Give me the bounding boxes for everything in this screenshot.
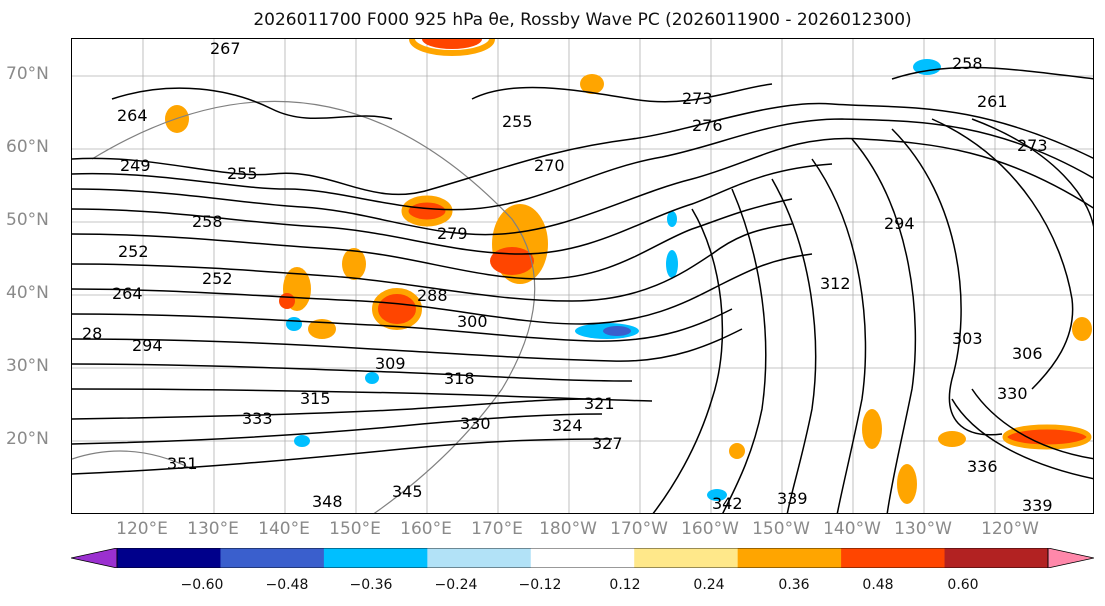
contour-label: 273 (1017, 136, 1048, 155)
contour-label: 339 (777, 489, 808, 508)
colorbar-segment (117, 548, 221, 568)
contour-label: 330 (997, 384, 1028, 403)
colorbar-segment (323, 548, 428, 568)
colorbar (71, 548, 1094, 568)
lat-label-70n: 70°N (6, 64, 49, 84)
contour-label: 270 (534, 156, 565, 175)
contour-label: 273 (682, 89, 713, 108)
colorbar-segment (530, 548, 635, 568)
lat-label-60n: 60°N (6, 137, 49, 157)
colorbar-segment (634, 548, 739, 568)
contour-label: 324 (552, 416, 583, 435)
contour-label: 249 (120, 156, 151, 175)
colorbar-tick-label: 0.24 (693, 577, 725, 593)
contour-label: 342 (712, 494, 743, 513)
map-panel[interactable]: 267 264 249 252 255 258 252 264 28 294 2… (71, 38, 1094, 514)
colorbar-segment (841, 548, 946, 568)
contour-label: 303 (952, 329, 983, 348)
contour-label: 348 (312, 492, 343, 511)
colorbar-tick-label: −0.36 (349, 577, 393, 593)
map-canvas: 267 264 249 252 255 258 252 264 28 294 2… (72, 39, 1093, 514)
contour-label: 312 (820, 274, 851, 293)
contour-label: 267 (210, 39, 241, 58)
lat-label-40n: 40°N (6, 283, 49, 303)
contour-label: 258 (952, 54, 983, 73)
map-title: 2026011700 F000 925 hPa θe, Rossby Wave … (253, 10, 912, 30)
lon-label: 150°E (329, 519, 381, 539)
colorbar-tick-label: −0.24 (434, 577, 478, 593)
contour-label: 339 (1022, 496, 1053, 514)
contour-label: 351 (167, 454, 198, 473)
colorbar-tick-label: 0.12 (609, 577, 641, 593)
contour-label: 309 (375, 354, 406, 373)
colorbar-tick-label: −0.12 (518, 577, 562, 593)
contour-label: 306 (1012, 344, 1043, 363)
contour-label: 288 (417, 286, 448, 305)
contour-label: 330 (460, 414, 491, 433)
colorbar-extend-low (71, 548, 118, 568)
colorbar-segment (944, 548, 1049, 568)
theta-e-contours (72, 66, 1093, 513)
contour-label: 345 (392, 482, 423, 501)
lon-label: 160°W (681, 519, 739, 539)
contour-label: 258 (192, 212, 223, 231)
lon-label: 130°E (187, 519, 239, 539)
lon-label: 160°E (400, 519, 452, 539)
contour-label: 276 (692, 116, 723, 135)
colorbar-segment (220, 548, 325, 568)
lon-label: 180°W (539, 519, 597, 539)
lon-label: 170°E (471, 519, 523, 539)
colorbar-segment (427, 548, 532, 568)
lon-label: 130°W (894, 519, 952, 539)
colorbar-tick-label: −0.48 (265, 577, 309, 593)
colorbar-tick-label: 0.48 (862, 577, 894, 593)
lon-label: 140°W (823, 519, 881, 539)
contour-label: 294 (884, 214, 915, 233)
lon-label: 120°W (981, 519, 1039, 539)
colorbar-frame (116, 548, 1049, 568)
lat-label-20n: 20°N (6, 429, 49, 449)
contour-label: 333 (242, 409, 273, 428)
colorbar-tick-label: 0.36 (778, 577, 810, 593)
lon-label: 140°E (258, 519, 310, 539)
contour-label: 252 (202, 269, 233, 288)
lat-label-50n: 50°N (6, 210, 49, 230)
contour-label: 279 (437, 224, 468, 243)
contour-label: 318 (444, 369, 475, 388)
lat-label-30n: 30°N (6, 356, 49, 376)
contour-label: 336 (967, 457, 998, 476)
contour-label: 28 (82, 324, 102, 343)
contour-label: 327 (592, 434, 623, 453)
contour-label: 252 (118, 242, 149, 261)
lon-label: 150°W (752, 519, 810, 539)
contour-label: 300 (457, 312, 488, 331)
colorbar-tick-label: −0.60 (180, 577, 224, 593)
colorbar-extend-high (1047, 548, 1094, 568)
contour-label: 264 (112, 284, 143, 303)
colorbar-segment (737, 548, 842, 568)
contour-label: 294 (132, 336, 163, 355)
colorbar-tick-label: 0.60 (947, 577, 979, 593)
lon-label: 120°E (116, 519, 168, 539)
lon-label: 170°W (610, 519, 668, 539)
contour-label: 261 (977, 92, 1008, 111)
contour-label: 255 (502, 112, 533, 131)
contour-labels: 267 264 249 252 255 258 252 264 28 294 2… (82, 39, 1053, 514)
contour-label: 321 (584, 394, 615, 413)
contour-label: 255 (227, 164, 258, 183)
contour-label: 315 (300, 389, 331, 408)
contour-label: 264 (117, 106, 148, 125)
